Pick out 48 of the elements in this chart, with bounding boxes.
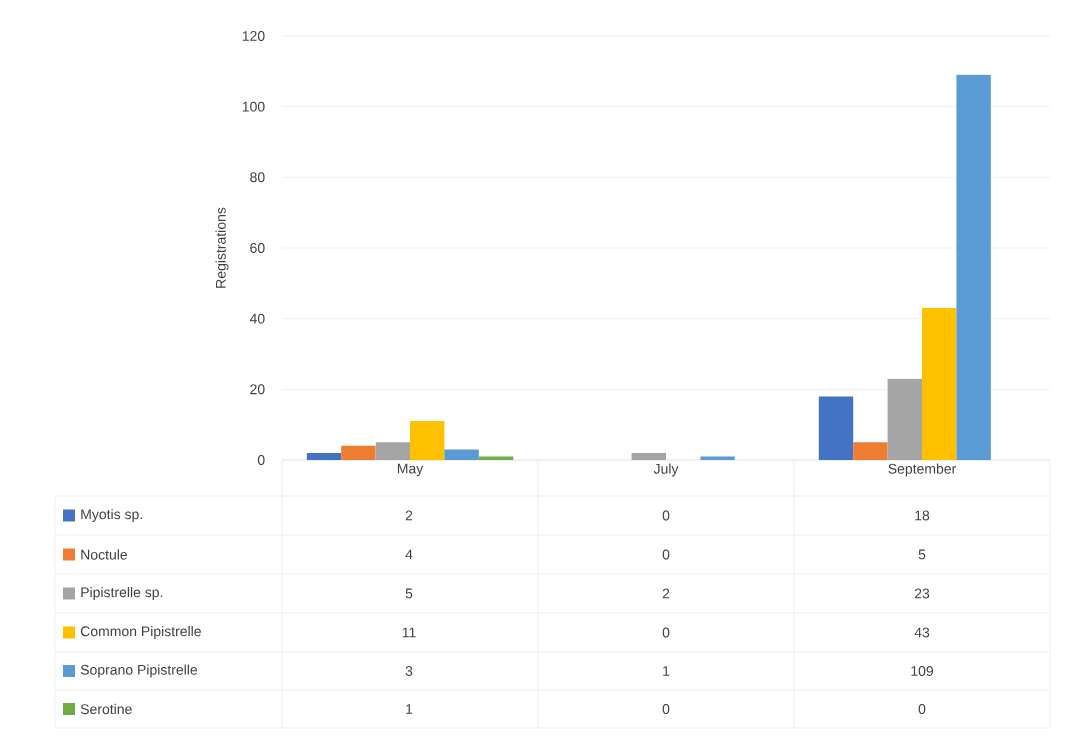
data-label: 109 bbox=[911, 666, 934, 676]
x-tick-label: May bbox=[397, 463, 424, 477]
data-label: 1 bbox=[663, 666, 670, 676]
data-label: 0 bbox=[662, 510, 670, 521]
y-tick-label: 120 bbox=[242, 31, 265, 41]
data-label: 5 bbox=[405, 588, 413, 599]
data-label: 0 bbox=[662, 549, 670, 560]
bar bbox=[341, 445, 376, 460]
data-label: 23 bbox=[914, 588, 930, 599]
y-tick-label: 80 bbox=[250, 172, 265, 183]
legend-label: Serotine bbox=[80, 703, 132, 715]
bar bbox=[478, 456, 514, 460]
data-label: 2 bbox=[662, 588, 670, 599]
bar bbox=[444, 449, 479, 460]
legend-label: Myotis sp. bbox=[81, 508, 142, 523]
legend-label: Common Pipistrelle bbox=[80, 625, 201, 640]
x-tick-label: September bbox=[888, 463, 957, 477]
x-tick-label: July bbox=[653, 463, 679, 477]
bar bbox=[410, 421, 445, 460]
bar bbox=[306, 452, 342, 460]
bar bbox=[887, 378, 922, 460]
y-tick-label: 100 bbox=[242, 101, 265, 112]
data-label: 4 bbox=[405, 549, 413, 560]
legend-label: Pipistrelle sp. bbox=[81, 586, 163, 601]
legend-label: Noctule bbox=[81, 549, 128, 560]
y-tick-label: 60 bbox=[250, 243, 265, 253]
data-label: 0 bbox=[918, 704, 926, 714]
bar bbox=[853, 442, 888, 460]
y-axis-title: Registrations bbox=[215, 207, 229, 288]
data-label: 0 bbox=[662, 704, 670, 714]
bar bbox=[631, 452, 667, 460]
data-label: 18 bbox=[915, 510, 930, 521]
data-label: 2 bbox=[405, 510, 413, 521]
data-label: 5 bbox=[918, 549, 926, 560]
data-label: 1 bbox=[406, 704, 413, 714]
data-label: 11 bbox=[402, 627, 416, 638]
legend-label: Soprano Pipistrelle bbox=[80, 664, 198, 678]
bar bbox=[700, 456, 735, 460]
bar bbox=[818, 396, 854, 460]
y-tick-label: 40 bbox=[249, 313, 265, 324]
y-tick-label: 20 bbox=[250, 384, 265, 395]
bar bbox=[956, 74, 991, 460]
y-tick-label: 0 bbox=[257, 455, 265, 465]
data-label: 0 bbox=[662, 627, 670, 638]
bar bbox=[922, 308, 957, 460]
data-label: 3 bbox=[405, 666, 413, 676]
data-label: 43 bbox=[914, 627, 930, 638]
bar bbox=[375, 442, 411, 460]
